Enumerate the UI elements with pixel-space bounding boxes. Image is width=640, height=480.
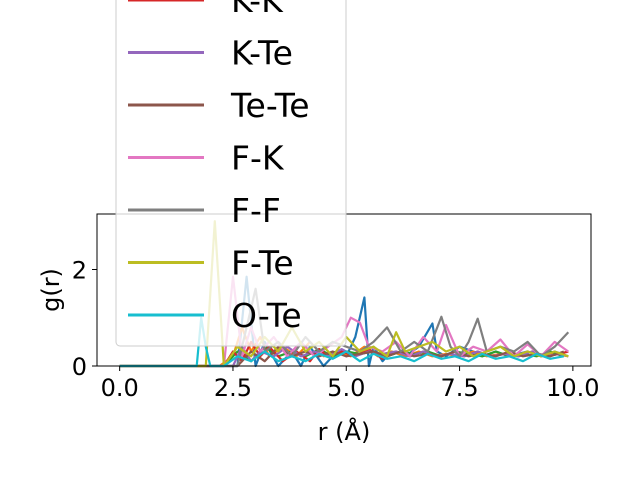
legend-label: F-K	[231, 139, 285, 178]
legend-label: K-K	[231, 0, 284, 20]
legend-label: F-F	[231, 191, 281, 230]
x-tick-label: 5.0	[327, 374, 365, 402]
legend-box	[115, 0, 347, 347]
axes-layer: 0.0 2.5 5.0 7.5 10.0 0 2	[72, 256, 600, 402]
x-tick-label: 10.0	[546, 374, 599, 402]
legend: K-K K-Te Te-Te F-K F-F F-Te O-Te	[115, 0, 347, 347]
legend-label: Te-Te	[230, 86, 310, 125]
y-axis-label: g(r)	[37, 268, 65, 312]
legend-label: K-Te	[231, 34, 293, 73]
x-tick-label: 0.0	[101, 374, 139, 402]
series-line-8	[119, 220, 569, 368]
y-tick-label: 2	[72, 256, 87, 284]
x-tick-label: 7.5	[440, 374, 478, 402]
legend-label: F-Te	[231, 244, 294, 283]
x-axis-label: r (Å)	[318, 417, 371, 446]
x-tick-label: 2.5	[214, 374, 252, 402]
series-layer	[119, 220, 570, 368]
legend-label: O-Te	[231, 296, 302, 335]
y-tick-label: 0	[72, 353, 87, 381]
